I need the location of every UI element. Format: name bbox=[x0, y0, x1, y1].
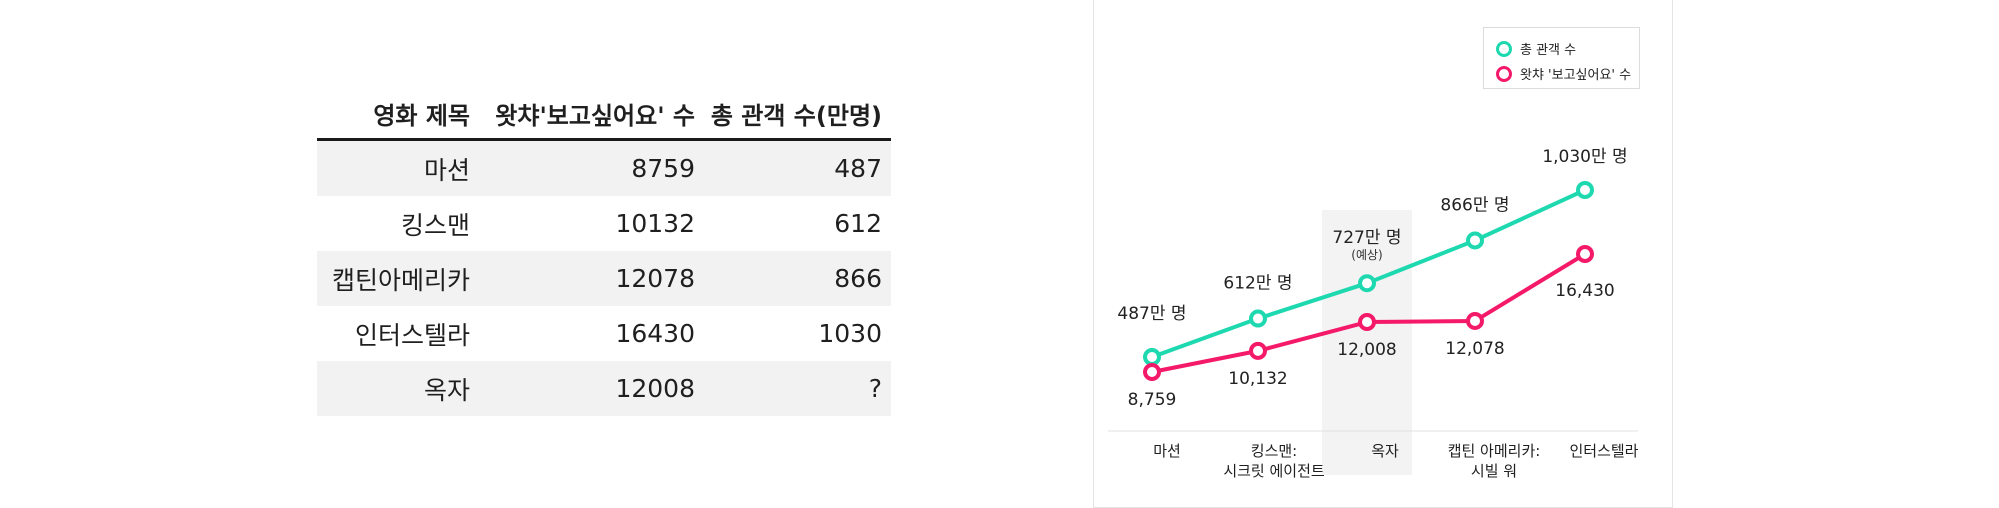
cell-audience: 612 bbox=[834, 209, 882, 238]
data-label: 10,132 bbox=[1228, 369, 1287, 389]
header-watcha: 왓챠'보고싶어요' 수 bbox=[495, 101, 695, 130]
cell-watcha: 12008 bbox=[615, 374, 695, 403]
chart-legend: 총 관객 수 왓챠 '보고싶어요' 수 bbox=[1483, 27, 1640, 89]
table-row: 마션 8759 487 bbox=[317, 141, 891, 196]
x-tick-line: 킹스맨: bbox=[1250, 442, 1298, 460]
table-header: 영화 제목 왓챠'보고싶어요' 수 총 관객 수(만명) bbox=[317, 88, 891, 141]
legend-marker-audience bbox=[1496, 40, 1512, 57]
cell-watcha: 12078 bbox=[615, 264, 695, 293]
table-row: 옥자 12008 ? bbox=[317, 361, 891, 416]
x-tick-line: 시크릿 에이전트 bbox=[1223, 462, 1325, 480]
legend-item-audience: 총 관객 수 bbox=[1496, 39, 1576, 58]
table-row: 인터스텔라 16430 1030 bbox=[317, 306, 891, 361]
cell-audience: 866 bbox=[834, 264, 882, 293]
x-tick-line: 시빌 워 bbox=[1470, 462, 1518, 480]
x-tick-label: 옥자 bbox=[1371, 442, 1399, 460]
x-tick-label: 킹스맨: 시크릿 에이전트 bbox=[1199, 441, 1349, 481]
cell-watcha: 8759 bbox=[631, 154, 695, 183]
legend-marker-watcha bbox=[1496, 65, 1512, 82]
legend-label-audience: 총 관객 수 bbox=[1520, 43, 1577, 58]
data-label: 487만 명 bbox=[1117, 304, 1186, 324]
movie-table: 영화 제목 왓챠'보고싶어요' 수 총 관객 수(만명) 마션 8759 487… bbox=[317, 88, 891, 416]
cell-watcha: 16430 bbox=[615, 319, 695, 348]
data-point bbox=[1576, 245, 1594, 263]
data-label: 612만 명 bbox=[1223, 274, 1292, 294]
projection-note: (예상) bbox=[1351, 248, 1382, 262]
data-point bbox=[1576, 181, 1594, 199]
data-point bbox=[1358, 313, 1376, 332]
cell-watcha: 10132 bbox=[615, 209, 695, 238]
data-label: 16,430 bbox=[1555, 281, 1614, 301]
x-tick-label: 인터스텔라 bbox=[1569, 442, 1639, 460]
data-point bbox=[1249, 309, 1267, 328]
data-point bbox=[1466, 231, 1484, 250]
cell-title: 옥자 bbox=[423, 375, 470, 405]
line-chart: 487만 명 612만 명 727만 명 866만 명 1,030만 명 8,759 10,… bbox=[1108, 147, 1638, 475]
data-point bbox=[1143, 363, 1161, 381]
data-point bbox=[1143, 348, 1161, 366]
table-row: 캡틴아메리카 12078 866 bbox=[317, 251, 891, 306]
table-row: 킹스맨 10132 612 bbox=[317, 196, 891, 251]
cell-title: 인터스텔라 bbox=[354, 320, 470, 350]
cell-audience: 487 bbox=[834, 154, 882, 183]
data-label: 12,078 bbox=[1445, 339, 1504, 359]
cell-title: 마션 bbox=[423, 155, 470, 185]
x-tick-line: 캡틴 아메리카: bbox=[1447, 442, 1541, 460]
data-point bbox=[1466, 311, 1484, 330]
data-point bbox=[1249, 341, 1267, 360]
data-label: 8,759 bbox=[1128, 390, 1177, 410]
data-label: 866만 명 bbox=[1440, 195, 1509, 215]
data-label: 727만 명 bbox=[1332, 228, 1401, 248]
cell-audience: ? bbox=[868, 374, 882, 403]
x-tick-label: 캡틴 아메리카: 시빌 워 bbox=[1419, 441, 1569, 481]
header-audience: 총 관객 수(만명) bbox=[710, 101, 882, 130]
data-label: 1,030만 명 bbox=[1542, 147, 1627, 167]
chart-panel: 487만 명 612만 명 727만 명 866만 명 1,030만 명 8,759 10,… bbox=[1093, 0, 1673, 508]
x-tick-label: 마션 bbox=[1153, 442, 1181, 460]
data-point bbox=[1358, 274, 1376, 293]
header-title: 영화 제목 bbox=[373, 101, 470, 130]
data-label: 12,008 bbox=[1337, 340, 1396, 360]
cell-audience: 1030 bbox=[818, 319, 882, 348]
cell-title: 캡틴아메리카 bbox=[331, 265, 470, 295]
cell-title: 킹스맨 bbox=[400, 210, 470, 240]
legend-item-watcha: 왓챠 '보고싶어요' 수 bbox=[1496, 64, 1631, 83]
legend-label-watcha: 왓챠 '보고싶어요' 수 bbox=[1520, 68, 1632, 83]
